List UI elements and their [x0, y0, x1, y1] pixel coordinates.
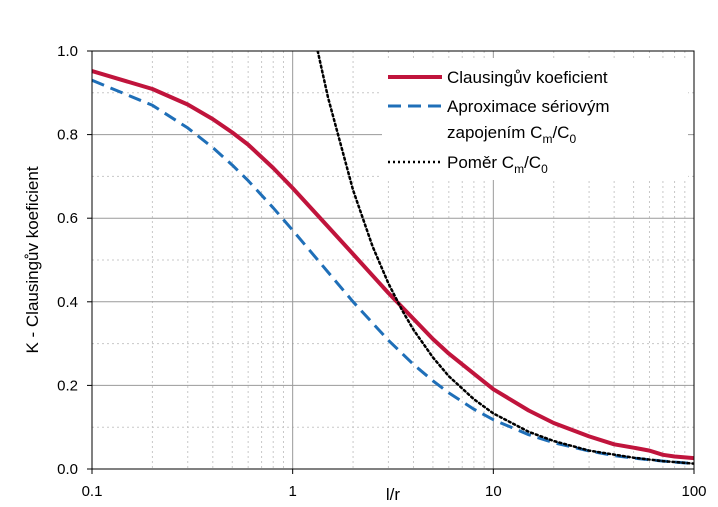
tick-labels: 0.1 1 10 100 0.0 0.2 0.4 0.6 0.8 1.0 — [57, 43, 706, 500]
legend-label-approximation-line1: Aproximace sériovým — [447, 97, 610, 116]
y-axis-label: K - Clausingův koeficient — [23, 166, 42, 353]
x-tick-label: 100 — [681, 483, 706, 500]
y-tick-label: 0.6 — [57, 210, 78, 227]
plot-frame — [91, 50, 695, 470]
legend-label-clausing: Clausingův koeficient — [447, 68, 608, 87]
y-tick-label: 1.0 — [57, 43, 78, 60]
x-tick-label: 1 — [288, 483, 296, 500]
x-axis-label: l/r — [386, 485, 401, 504]
series-clausing-line — [92, 69, 694, 461]
y-tick-label: 0.2 — [57, 377, 78, 394]
legend: Clausingův koeficient Aproximace sériový… — [382, 58, 688, 180]
series-ratio-line — [316, 51, 694, 465]
legend-label-approximation-line2: zapojením Cm/C0 — [447, 123, 576, 146]
legend-label-ratio: Poměr Cm/C0 — [447, 153, 548, 176]
series-layer — [92, 51, 694, 466]
y-tick-label: 0.0 — [57, 461, 78, 478]
y-tick-label: 0.4 — [57, 294, 78, 311]
x-tick-label: 10 — [485, 483, 502, 500]
y-tick-label: 0.8 — [57, 127, 78, 144]
x-tick-label: 0.1 — [82, 483, 103, 500]
